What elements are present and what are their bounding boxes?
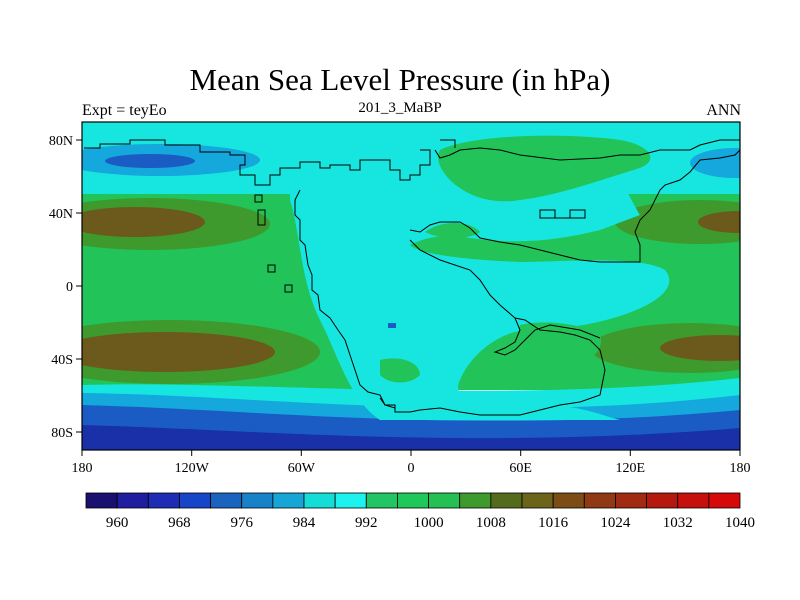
field-north-atlantic-high-core [698, 211, 740, 233]
colorbar-labels: 960 968 976 984 992 1000 1008 1016 1024 … [106, 515, 755, 531]
chart-title: Mean Sea Level Pressure (in hPa) [189, 62, 611, 97]
y-tick-label: 80S [51, 426, 73, 441]
coastline-africa [409, 239, 601, 356]
colorbar-swatch [646, 492, 679, 509]
field-small-blue-patch [388, 323, 396, 328]
colorbar-swatch [397, 492, 429, 509]
colorbar-label: 1008 [476, 515, 506, 531]
coastline-small-island-2 [257, 209, 266, 226]
coastline-north-america [84, 139, 431, 186]
season-label: ANN [706, 102, 741, 119]
x-tick-label: 180 [72, 461, 93, 476]
colorbar-swatch [428, 492, 461, 509]
colorbar-swatch [459, 492, 492, 509]
x-tick-label: 60W [288, 461, 316, 476]
x-tick-label: 0 [408, 461, 415, 476]
colorbar-swatch [708, 492, 741, 509]
field-north-green-area [438, 135, 651, 202]
coastline-small-island-3 [267, 264, 276, 273]
pressure-field [82, 122, 740, 450]
colorbar-swatch [583, 492, 616, 509]
coastline-arctic-island [440, 139, 456, 148]
colorbar-label: 968 [168, 515, 191, 531]
colorbar-swatch [210, 492, 243, 509]
colorbar-label: 1024 [600, 515, 631, 531]
coastline-antarctic-edge [379, 397, 396, 409]
colorbar-label: 1040 [725, 515, 755, 531]
field-north-pacific-low-core [105, 154, 195, 168]
colorbar-swatch [677, 492, 710, 509]
y-tick-label: 80N [49, 134, 73, 149]
colorbar-swatch [365, 492, 398, 509]
colorbar-swatch [85, 492, 118, 509]
field-south-indian-high-core [660, 335, 740, 361]
colorbar-label: 1000 [414, 515, 444, 531]
coastline-small-island-1 [254, 194, 263, 203]
coastline-americas-west [294, 189, 606, 416]
field-north-atlantic-high [615, 200, 740, 244]
x-tick-label: 180 [730, 461, 751, 476]
y-tick-label: 40N [49, 207, 73, 222]
colorbar-swatch [334, 492, 367, 509]
colorbar-swatch [272, 492, 305, 509]
colorbar-swatch [116, 492, 149, 509]
field-north-pacific-high-core [82, 207, 205, 237]
y-tick-label: 40S [51, 353, 73, 368]
colorbar-swatch [303, 492, 336, 509]
experiment-label: Expt = teyEo [82, 102, 167, 119]
colorbar-label: 1016 [538, 515, 569, 531]
field-band-southern-low-4 [82, 425, 740, 450]
coastline-mediterranean [409, 149, 740, 263]
x-tick-label: 120W [175, 461, 210, 476]
x-tick-label: 120E [616, 461, 646, 476]
colorbar-label: 960 [106, 515, 129, 531]
coastline-europe-north [434, 139, 740, 161]
field-mediterranean-green [425, 223, 480, 238]
axis-ticks [76, 139, 741, 456]
colorbar-swatch [521, 492, 554, 509]
coastlines [84, 139, 740, 416]
field-continental-low [290, 133, 670, 420]
colorbar-label: 984 [293, 515, 316, 531]
coastline-north-sea-islands [539, 209, 586, 219]
y-tick-label: 0 [66, 280, 73, 295]
field-north-atlantic-low [690, 148, 740, 178]
x-tick-label: 60E [509, 461, 532, 476]
field-south-green [380, 358, 420, 383]
coastline-small-island-4 [284, 284, 293, 293]
colorbar-swatch [490, 492, 523, 509]
colorbar-swatch [147, 492, 180, 509]
colorbar [85, 492, 741, 509]
colorbar-swatch [552, 492, 585, 509]
chart-subtitle: 201_3_MaBP [358, 100, 442, 116]
field-south-pacific-high-core [82, 332, 275, 372]
colorbar-swatch [179, 492, 211, 509]
colorbar-label: 976 [230, 515, 253, 531]
colorbar-swatch [241, 492, 274, 509]
field-africa-green [515, 322, 601, 368]
colorbar-label: 1032 [663, 515, 693, 531]
colorbar-swatch [615, 492, 647, 509]
colorbar-label: 992 [355, 515, 378, 531]
